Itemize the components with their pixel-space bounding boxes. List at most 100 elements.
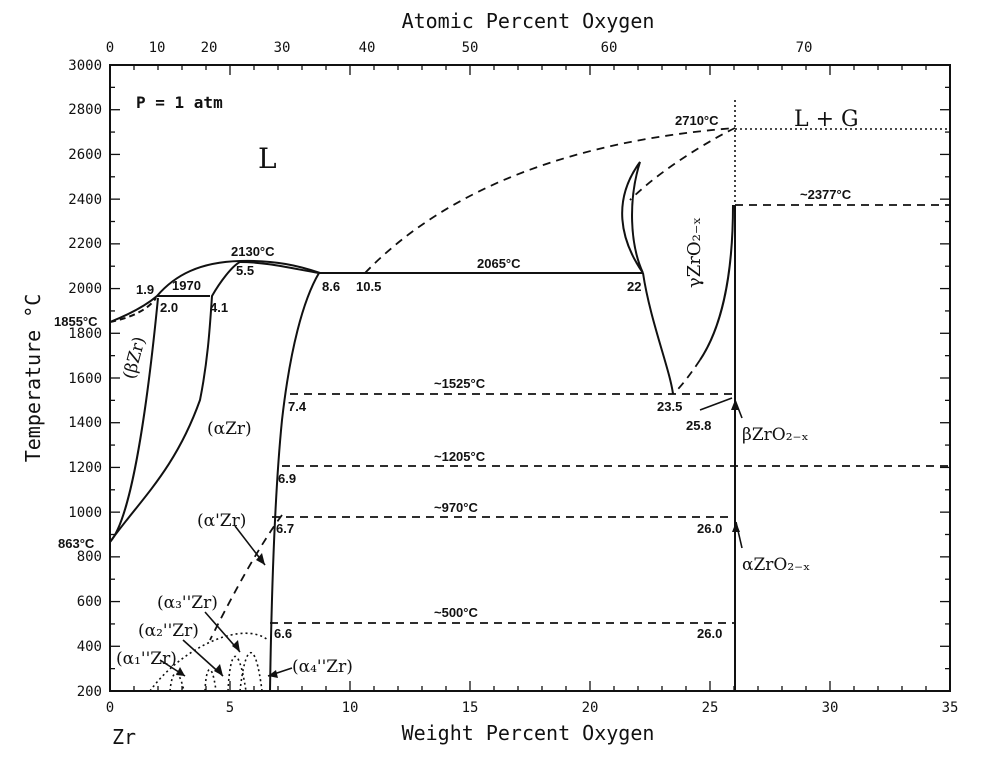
comp-label-1-9: 1.9 [136,282,154,297]
gamma-zro2-label: γZrO₂₋ₓ [684,217,705,288]
annotation-arrows [159,397,743,677]
liquidus-right-dashed [364,127,736,274]
temp-label-1855: 1855°C [54,314,98,329]
x-tick-label: 25 [702,700,719,716]
y-tick-label: 200 [77,684,102,700]
x-tick-label: 5 [226,700,234,716]
beta-zr-label: (βZr) [120,335,150,382]
top-tick-labels: 0 10 20 30 40 50 60 70 [106,40,813,56]
y-tick-labels: 200 400 600 800 1000 1200 1400 1600 1800… [68,58,102,700]
comp-label-6-6: 6.6 [274,626,292,641]
alpha4-zr-label: (α₄''Zr) [292,657,353,677]
gamma-zro2-left-boundary [621,161,674,395]
x-tick-label: 30 [822,700,839,716]
alpha-zro2-label: αZrO₂₋ₓ [742,555,810,575]
arrowhead [732,522,740,532]
top-tick-label: 70 [796,40,813,56]
top-tick-label: 20 [201,40,218,56]
liquid-region-label: L [258,142,277,175]
arrowhead [731,400,739,410]
y-tick-label: 1800 [68,326,102,342]
top-tick-label: 0 [106,40,114,56]
gamma-lower-dashed [672,359,701,395]
top-tick-label: 30 [274,40,291,56]
y-tick-label: 1000 [68,505,102,521]
ordering-dome-dotted [149,632,269,692]
temp-label-1970: 1970 [172,278,201,293]
temp-label-1525: ~1525°C [434,376,486,391]
bottom-axis-title: Weight Percent Oxygen [402,721,655,745]
top-tick-label: 60 [601,40,618,56]
gamma-zro2-right-boundary [699,204,734,361]
temp-label-2377: ~2377°C [800,187,852,202]
comp-label-26-0-upper: 26.0 [697,521,722,536]
arrowhead [232,640,240,652]
plot-frame [109,64,951,692]
alpha2-zr-label: (α₂''Zr) [138,621,199,641]
y-tick-label: 2200 [68,236,102,252]
alpha-prime-zr-label: (α'Zr) [197,511,246,531]
liquidus-left [109,259,365,323]
comp-label-22: 22 [627,279,641,294]
y-tick-label: 2800 [68,102,102,118]
y-tick-label: 2400 [68,192,102,208]
beta-zr-solidus [109,297,157,323]
arrowhead [214,664,223,676]
alpha-zr-liquidus-right [239,261,320,274]
arrow-heads [176,400,740,678]
tick-marks [109,64,951,692]
ordering-sub-dome-3 [227,655,247,692]
arrowhead [268,670,278,678]
y-tick-label: 400 [77,639,102,655]
temp-label-2710: 2710°C [675,113,719,128]
comp-label-7-4: 7.4 [288,399,307,414]
x-tick-label: 35 [942,700,959,716]
temp-label-863: 863°C [58,536,95,551]
ordering-sub-dome-2 [204,668,217,692]
y-tick-label: 800 [77,549,102,565]
beta-zro2-label: βZrO₂₋ₓ [742,425,809,445]
left-axis-title: Temperature °C [21,294,45,463]
alpha-zr-boundary [109,261,241,543]
alpha3-zr-label: (α₃''Zr) [157,593,218,613]
x-tick-labels: 0 5 10 15 20 25 30 35 [106,700,959,716]
liquid-gas-region-label: L + G [794,107,859,132]
temp-label-970: ~970°C [434,500,478,515]
alpha-zr-solvus [269,272,320,692]
y-tick-label: 600 [77,594,102,610]
comp-label-25-8: 25.8 [686,418,711,433]
bottom-corner-label: Zr [112,725,136,749]
y-tick-label: 1600 [68,371,102,387]
dashed-boundaries [209,127,950,641]
y-tick-label: 1400 [68,415,102,431]
dotted-boundaries [149,100,950,692]
comp-label-26-0-lower: 26.0 [697,626,722,641]
top-tick-label: 50 [462,40,479,56]
y-tick-label: 2000 [68,281,102,297]
beta-zr-transus [109,297,159,543]
temp-label-1205: ~1205°C [434,449,486,464]
alpha1-zr-label: (α₁''Zr) [116,649,177,669]
c25-8-arrow [699,397,733,411]
arrowhead [256,553,265,565]
x-tick-label: 20 [582,700,599,716]
ordering-sub-dome-4 [239,651,263,692]
comp-label-5-5: 5.5 [236,263,254,278]
comp-label-6-7: 6.7 [276,521,294,536]
comp-label-10-5: 10.5 [356,279,381,294]
top-tick-label: 10 [149,40,166,56]
top-axis-title: Atomic Percent Oxygen [402,9,655,33]
top-tick-label: 40 [359,40,376,56]
temp-label-2065: 2065°C [477,256,521,271]
x-tick-label: 0 [106,700,114,716]
x-tick-label: 10 [342,700,359,716]
temp-label-500: ~500°C [434,605,478,620]
x-tick-label: 15 [462,700,479,716]
arrowhead [176,667,185,676]
y-tick-label: 2600 [68,147,102,163]
comp-label-23-5: 23.5 [657,399,682,414]
y-tick-label: 1200 [68,460,102,476]
comp-label-6-9: 6.9 [278,471,296,486]
liquidus-gamma-dashed [629,127,736,201]
